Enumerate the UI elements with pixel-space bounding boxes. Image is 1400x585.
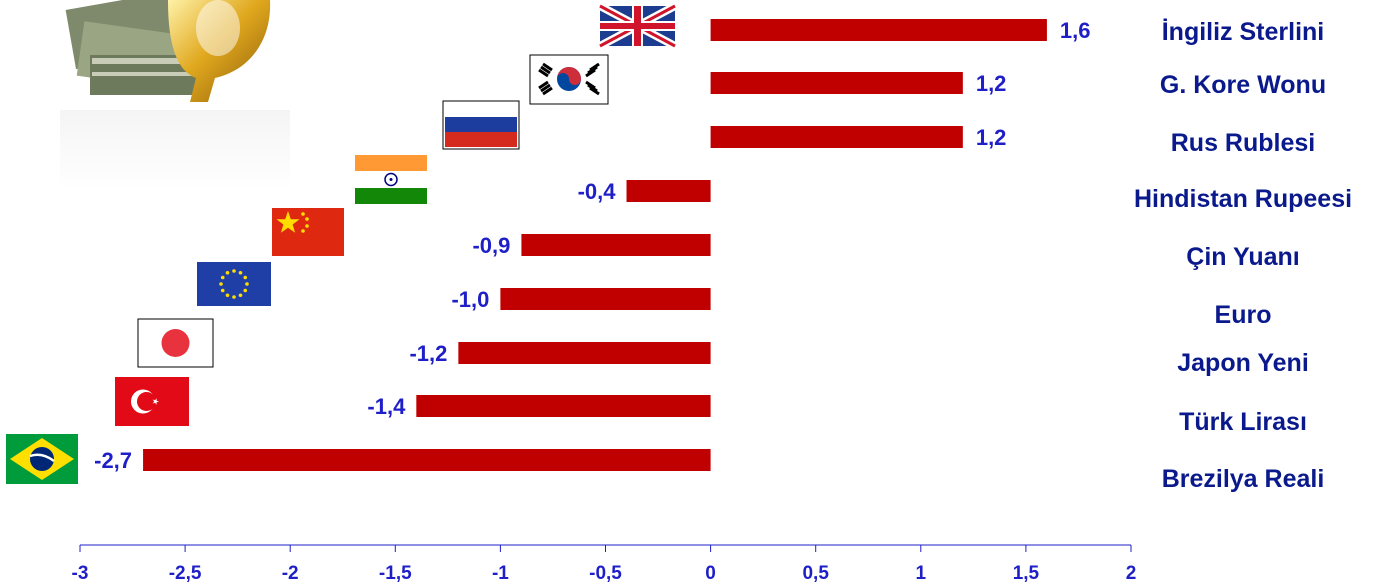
x-tick-label: -1 <box>492 563 509 584</box>
value-label: -1,2 <box>409 341 447 366</box>
bar <box>521 234 711 256</box>
category-labels-group: İngiliz Sterlini G. Kore Wonu Rus Rublesi H… <box>1134 18 1352 493</box>
x-tick-label: -3 <box>72 563 89 584</box>
bar <box>458 342 711 364</box>
x-tick-label: 1,5 <box>1013 563 1040 584</box>
x-tick-label: 0 <box>705 563 716 584</box>
flags-group <box>6 2 677 484</box>
bars-group <box>143 19 1047 471</box>
russia-flag-icon <box>442 100 520 150</box>
category-label: İngiliz Sterlini <box>1162 18 1325 46</box>
x-tick-label: -2 <box>282 563 299 584</box>
category-label: Brezilya Reali <box>1162 465 1325 493</box>
money-dollar-sign-icon <box>60 0 290 190</box>
category-label: G. Kore Wonu <box>1160 71 1326 99</box>
value-label: 1,6 <box>1060 18 1091 43</box>
category-label: Türk Lirası <box>1179 408 1307 436</box>
value-label: -1,0 <box>451 287 489 312</box>
bar <box>500 288 711 310</box>
value-labels-group: 1,6 1,2 1,2 -0,4 -0,9 -1,0 -1,2 -1,4 -2,7 <box>94 18 1090 473</box>
x-tick-label: -2,5 <box>169 563 202 584</box>
category-label: Hindistan Rupeesi <box>1134 185 1352 213</box>
x-tick-label: 0,5 <box>802 563 829 584</box>
uk-flag-icon <box>598 2 677 50</box>
x-tick-label: -0,5 <box>589 563 622 584</box>
china-flag-icon <box>272 208 344 256</box>
south-korea-flag-icon <box>529 54 609 105</box>
eu-flag-icon <box>197 262 271 306</box>
value-label: 1,2 <box>976 125 1007 150</box>
value-label: 1,2 <box>976 71 1007 96</box>
bar <box>416 395 711 417</box>
bar <box>710 19 1047 41</box>
value-label: -0,9 <box>472 233 510 258</box>
japan-flag-icon <box>137 318 214 368</box>
x-axis: -3 -2,5 -2 -1,5 -1 -0,5 0 0,5 1 1,5 2 <box>72 544 1137 584</box>
category-label: Çin Yuanı <box>1186 243 1299 271</box>
bar <box>710 72 963 94</box>
x-tick-label: 1 <box>916 563 927 584</box>
value-label: -0,4 <box>578 179 617 204</box>
bar <box>626 180 711 202</box>
bar <box>143 449 711 471</box>
x-tick-label: 2 <box>1126 563 1137 584</box>
india-flag-icon <box>355 155 427 204</box>
value-label: -2,7 <box>94 448 132 473</box>
category-label: Euro <box>1215 301 1272 329</box>
bar <box>710 126 963 148</box>
category-label: Rus Rublesi <box>1171 129 1315 157</box>
category-label: Japon Yeni <box>1177 349 1309 377</box>
turkey-flag-icon <box>115 377 189 426</box>
x-tick-label: -1,5 <box>379 563 412 584</box>
brazil-flag-icon <box>6 434 78 484</box>
value-label: -1,4 <box>367 394 406 419</box>
